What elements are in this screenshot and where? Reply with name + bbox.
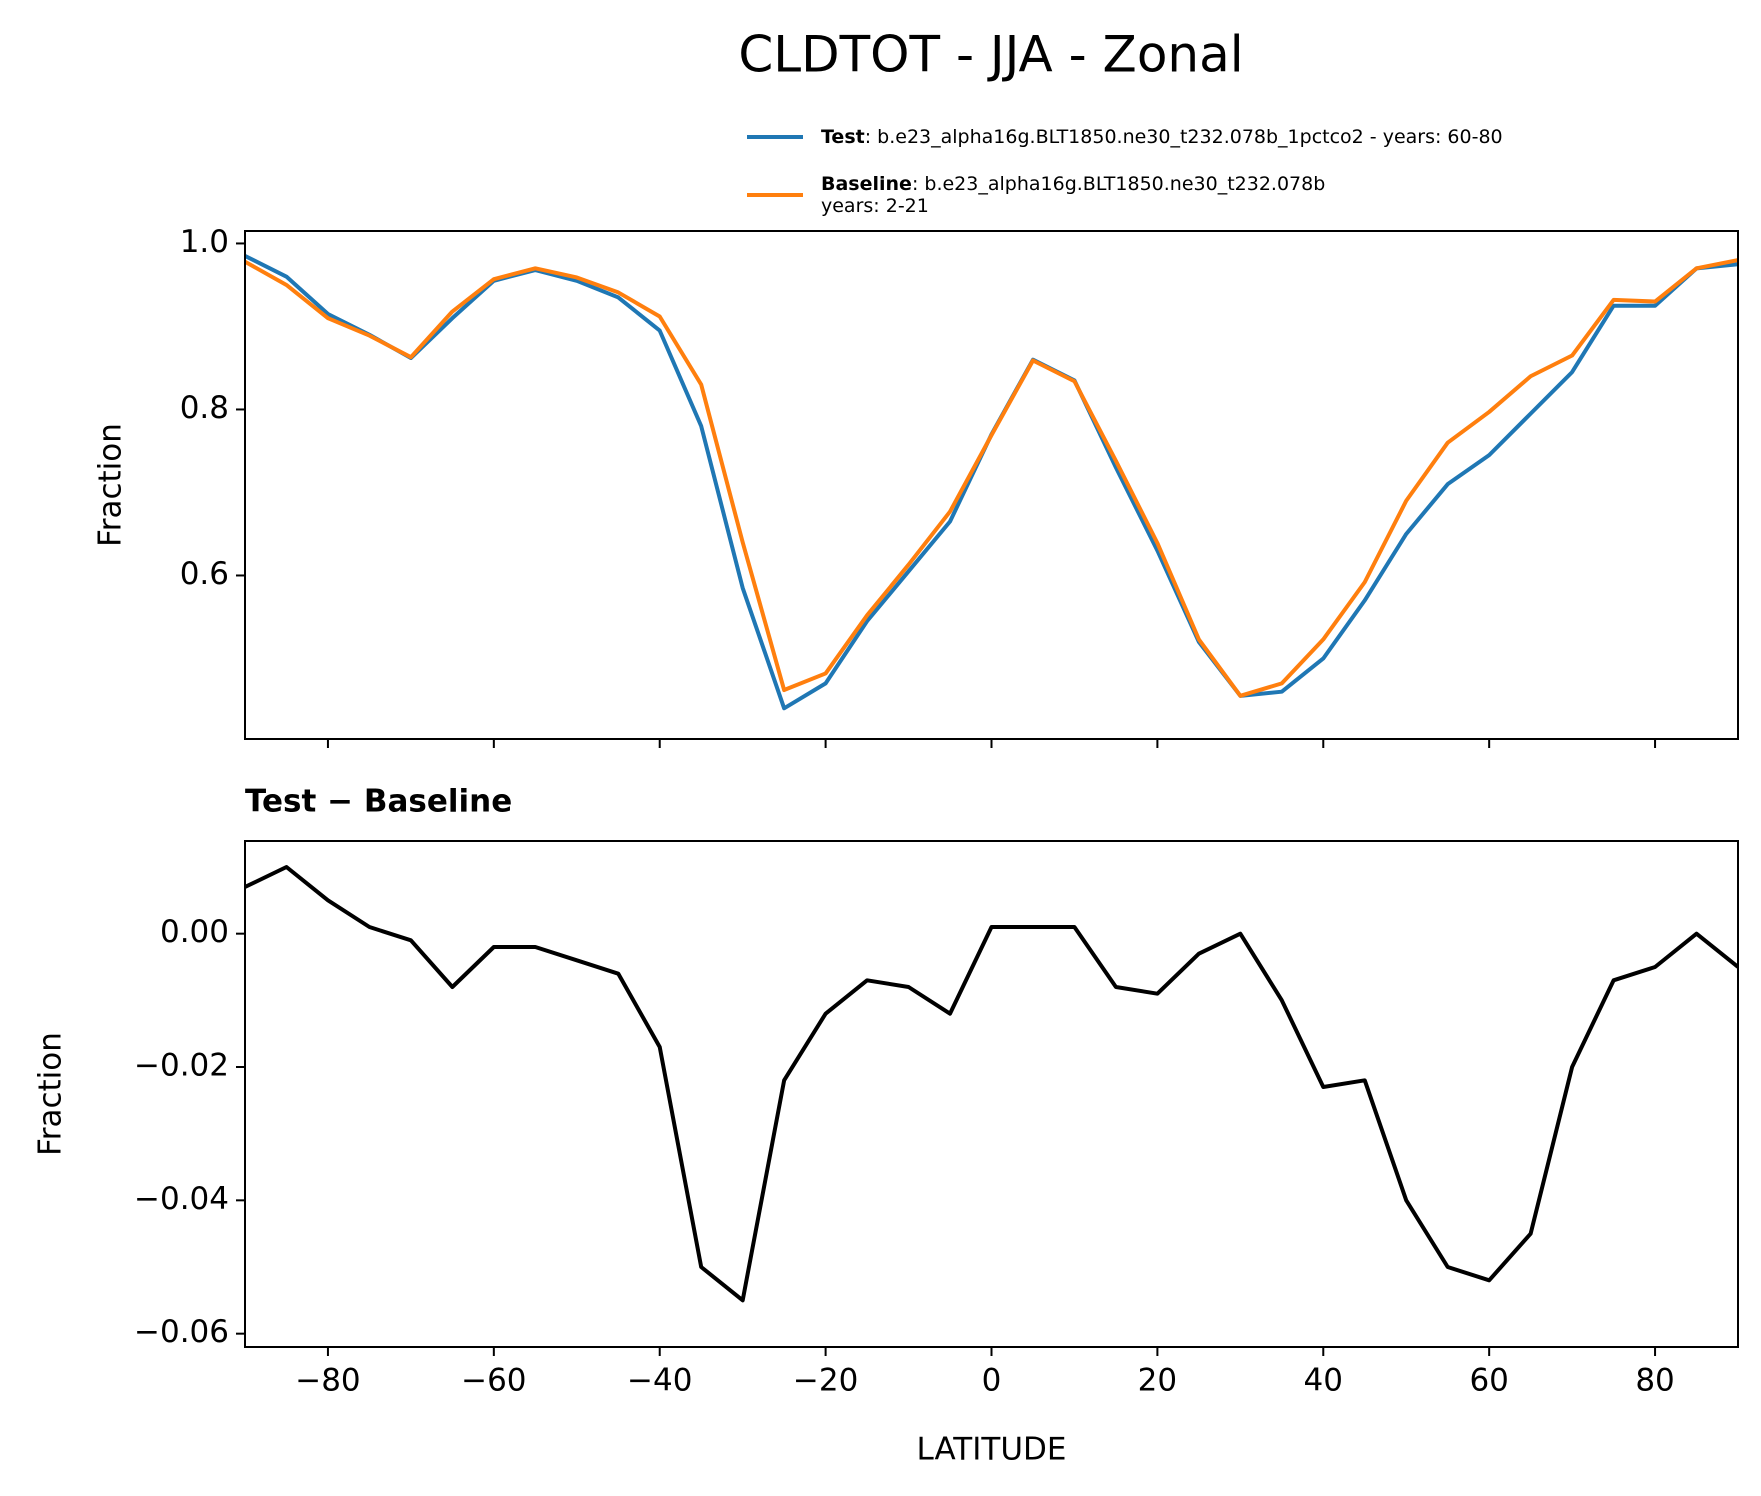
- x-tick-label: 60: [1469, 1363, 1508, 1399]
- y-axis-label: Fraction: [93, 423, 129, 547]
- x-tick-label: 0: [982, 1363, 1002, 1399]
- chart-title: CLDTOT - JJA - Zonal: [738, 26, 1243, 84]
- data-line: [245, 258, 1738, 698]
- y-tick-label: 1.0: [180, 224, 229, 260]
- y-tick-label: −0.04: [134, 1181, 229, 1217]
- y-axis-label: Fraction: [33, 1032, 69, 1156]
- data-line: [245, 865, 1738, 1303]
- legend-detail: : b.e23_alpha16g.BLT1850.ne30_t232.078b: [912, 173, 1325, 195]
- y-tick-label: 0.8: [180, 390, 229, 426]
- x-tick-label: −20: [793, 1363, 858, 1399]
- x-tick-label: 80: [1635, 1363, 1674, 1399]
- x-tick-label: −60: [461, 1363, 526, 1399]
- x-tick-label: 20: [1138, 1363, 1177, 1399]
- subtitle: Test − Baseline: [245, 784, 512, 820]
- y-tick-label: 0.6: [180, 556, 229, 592]
- x-tick-label: 40: [1304, 1363, 1343, 1399]
- y-tick-label: −0.02: [134, 1048, 229, 1084]
- legend-name: Test: [821, 126, 865, 148]
- x-axis-label: LATITUDE: [917, 1432, 1067, 1468]
- legend-detail: years: 2-21: [821, 195, 929, 217]
- legend-entry: years: 2-21: [821, 195, 929, 217]
- y-tick-label: −0.06: [134, 1314, 229, 1350]
- y-tick-label: 0.00: [160, 914, 229, 950]
- legend-entry: Test: b.e23_alpha16g.BLT1850.ne30_t232.0…: [821, 126, 1503, 148]
- legend-detail: : b.e23_alpha16g.BLT1850.ne30_t232.078b_…: [865, 126, 1503, 148]
- legend-name: Baseline: [821, 173, 912, 195]
- x-tick-label: −80: [295, 1363, 360, 1399]
- x-tick-label: −40: [627, 1363, 692, 1399]
- legend-entry: Baseline: b.e23_alpha16g.BLT1850.ne30_t2…: [821, 173, 1325, 195]
